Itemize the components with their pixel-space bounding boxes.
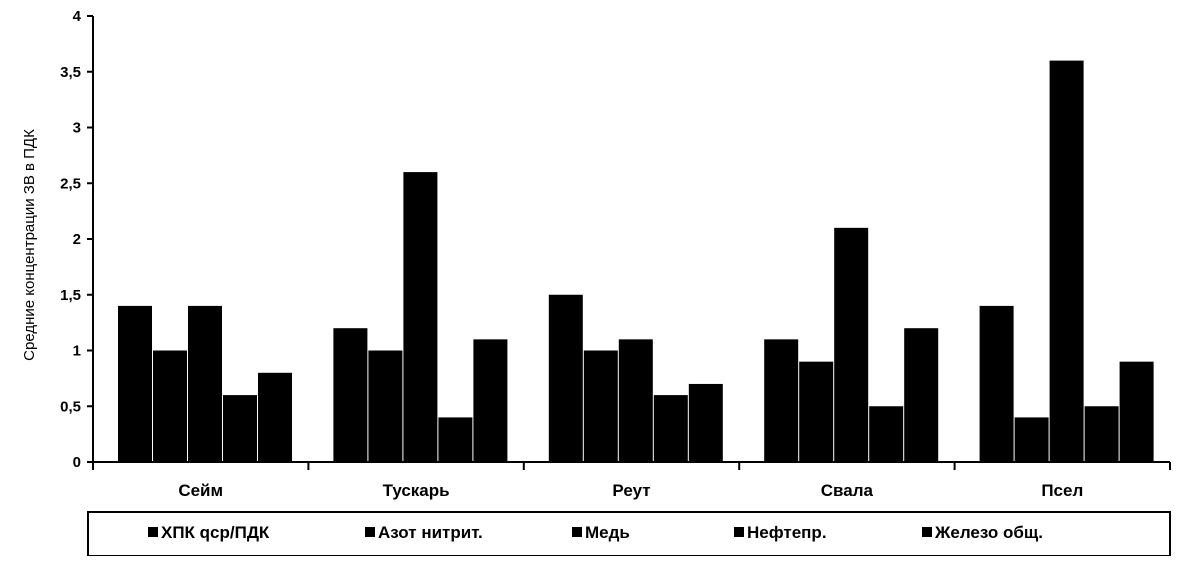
y-tick-label: 2 [73, 231, 81, 248]
legend-swatch-1 [148, 527, 158, 537]
bar-5-5 [1119, 361, 1154, 462]
legend-swatch-2 [365, 527, 375, 537]
bar-1-5 [258, 372, 292, 462]
bar-5-4 [1084, 406, 1119, 462]
y-tick-label: 3,5 [60, 64, 81, 81]
bar-1-4 [223, 395, 257, 462]
y-axis-title: Средние концентрации ЗВ в ПДК [21, 129, 38, 361]
bar-2-5 [473, 339, 508, 462]
bar-4-1 [764, 339, 799, 462]
bar-3-1 [548, 294, 583, 462]
y-tick-label: 0 [73, 454, 81, 471]
legend: ХПК qср/ПДК Азот нитрит. Медь Нефтепр. Желез… [87, 511, 1171, 557]
bar-4-4 [869, 406, 904, 462]
bar-3-4 [653, 395, 688, 462]
legend-label-2: Азот нитрит. [378, 523, 483, 542]
bar-4-3 [834, 227, 869, 462]
x-category-label: Реут [612, 481, 650, 500]
bar-4-5 [904, 328, 939, 462]
legend-swatch-3 [572, 527, 582, 537]
y-tick-label: 1 [73, 343, 81, 360]
x-category-label: Тускарь [383, 481, 450, 500]
bar-5-3 [1049, 60, 1084, 462]
bar-2-4 [438, 417, 473, 462]
legend-swatch-4 [734, 527, 744, 537]
y-tick-label: 1,5 [60, 287, 81, 304]
legend-label-4: Нефтепр. [747, 523, 827, 542]
y-tick-label: 3 [73, 120, 81, 137]
bar-3-2 [583, 350, 618, 462]
bar-3-5 [688, 383, 723, 462]
bar-2-3 [403, 172, 438, 462]
bar-2-1 [333, 328, 368, 462]
bar-5-2 [1014, 417, 1049, 462]
bar-5-1 [979, 305, 1014, 462]
y-tick-label: 2,5 [60, 175, 81, 192]
legend-label-5: Железо общ. [934, 523, 1043, 542]
legend-frame [87, 511, 1171, 557]
legend-label-1: ХПК qср/ПДК [161, 523, 270, 542]
x-category-label: Свала [821, 481, 874, 500]
bar-4-2 [799, 361, 834, 462]
x-category-label: Сейм [178, 481, 223, 500]
bar-1-1 [118, 305, 152, 462]
legend-label-3: Медь [585, 523, 630, 542]
bar-3-3 [618, 339, 653, 462]
bar-2-2 [368, 350, 403, 462]
bars-layer [118, 60, 1154, 462]
y-tick-label: 0,5 [60, 398, 81, 415]
bar-1-2 [153, 350, 187, 462]
x-category-label: Псел [1041, 481, 1083, 500]
legend-swatch-5 [922, 527, 932, 537]
labels-layer: 0 0,5 1 1,5 2 2,5 3 3,5 4 Средние концентрации ЗВ… [21, 8, 1083, 500]
y-tick-label: 4 [73, 8, 82, 25]
bar-1-3 [188, 305, 222, 462]
